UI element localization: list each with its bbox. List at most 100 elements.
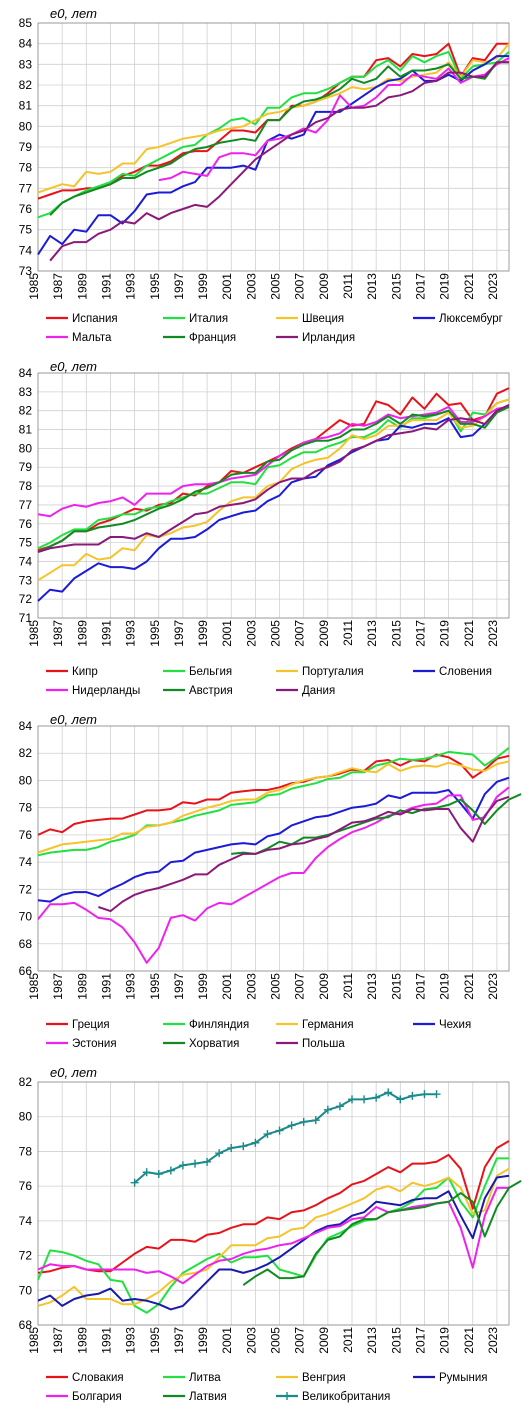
- x-tick-label: 2023: [486, 1327, 500, 1354]
- legend-item: Люксембург: [413, 313, 503, 325]
- x-tick-label: 1987: [51, 973, 65, 1000]
- series-line-3-5: [37, 786, 510, 964]
- x-tick-label: 2005: [269, 273, 283, 300]
- y-tick-label: 74: [19, 1214, 33, 1228]
- legend-label: Дания: [302, 685, 335, 697]
- series-marker: [348, 1095, 356, 1104]
- y-axis-label: e0, лет: [50, 359, 97, 374]
- y-tick-label: 72: [19, 1249, 33, 1263]
- x-tick-label: 2011: [341, 973, 355, 999]
- x-tick-label: 2013: [365, 273, 379, 300]
- x-tick-label: 1985: [27, 620, 41, 647]
- series-marker: [227, 1143, 236, 1152]
- series-line-1-4: [37, 55, 509, 256]
- y-tick-label: 80: [19, 441, 33, 455]
- series-marker: [299, 1117, 308, 1126]
- legend-label: Литва: [189, 1372, 221, 1384]
- x-tick-label: 1999: [196, 973, 210, 1000]
- series-marker: [215, 1149, 224, 1158]
- y-tick-label: 70: [19, 1283, 33, 1297]
- x-tick-label: 2015: [389, 1327, 403, 1354]
- x-tick-label: 2017: [413, 973, 427, 1000]
- y-tick-label: 78: [19, 479, 33, 493]
- y-tick-label: 84: [19, 37, 33, 51]
- x-tick-label: 2019: [438, 620, 452, 647]
- y-axis-label: e0, лет: [50, 1065, 97, 1080]
- x-tick-label: 2009: [317, 1327, 331, 1354]
- x-tick-label: 2015: [389, 620, 403, 647]
- x-tick-label: 2013: [365, 973, 379, 1000]
- series-marker: [311, 1116, 320, 1125]
- legend-label: Мальта: [72, 332, 112, 344]
- series-line-4-2: [37, 1157, 509, 1314]
- plot-frame: [37, 1081, 510, 1326]
- legend-item: Дания: [276, 685, 335, 697]
- legend-label: Венгрия: [302, 1372, 346, 1384]
- legend-item: Кипр: [46, 666, 98, 678]
- x-tick-label: 2021: [462, 1327, 476, 1354]
- y-tick-label: 75: [19, 536, 33, 550]
- legend-marker: [283, 1392, 291, 1400]
- x-tick-label: 2009: [317, 973, 331, 1000]
- legend-item: Словения: [413, 666, 492, 678]
- x-tick-label: 1995: [148, 1327, 162, 1354]
- x-tick-label: 1989: [75, 973, 89, 1000]
- x-tick-label: 1991: [99, 273, 113, 300]
- series-line-2-4: [37, 404, 510, 602]
- x-tick-label: 2021: [462, 273, 476, 300]
- series-marker: [130, 1178, 139, 1187]
- legend-item: Латвия: [163, 1391, 227, 1403]
- x-tick-label: 1989: [75, 273, 89, 300]
- y-tick-label: 75: [19, 223, 33, 237]
- series-marker: [251, 1138, 260, 1147]
- y-tick-label: 73: [19, 573, 33, 587]
- x-tick-label: 1985: [27, 273, 41, 300]
- y-tick-label: 71: [19, 611, 33, 625]
- series-marker: [191, 1159, 199, 1168]
- legend-item: Венгрия: [276, 1372, 346, 1384]
- series-line-1-5: [158, 57, 510, 182]
- legend-item: Австрия: [163, 685, 233, 697]
- y-tick-label: 80: [19, 119, 33, 133]
- legend-label: Греция: [72, 1019, 110, 1031]
- series-marker: [372, 1093, 381, 1102]
- x-tick-label: 2023: [486, 273, 500, 300]
- y-tick-label: 80: [19, 773, 33, 787]
- x-tick-label: 1987: [51, 620, 65, 647]
- x-tick-label: 2007: [293, 973, 307, 1000]
- y-tick-label: 79: [19, 140, 33, 154]
- series-marker: [287, 1121, 296, 1130]
- series-line-2-7: [37, 404, 510, 553]
- x-tick-label: 2015: [389, 973, 403, 1000]
- series-line-1-2: [37, 50, 510, 219]
- legend-item: Греция: [46, 1019, 110, 1031]
- legend-label: Словения: [439, 666, 492, 678]
- legend-label: Австрия: [189, 685, 233, 697]
- legend-label: Хорватия: [189, 1038, 239, 1050]
- series-line-2-3: [37, 398, 510, 582]
- legend-item: Бельгия: [163, 666, 232, 678]
- legend-item: Финляндия: [163, 1019, 249, 1031]
- y-tick-label: 84: [19, 719, 33, 733]
- series-line-4-6: [242, 1180, 522, 1286]
- legend-label: Ирландия: [302, 332, 355, 344]
- legend-item: Франция: [163, 332, 236, 344]
- series-marker: [408, 1091, 417, 1100]
- series-line-1-6: [49, 61, 509, 216]
- series-line-3-7: [98, 795, 510, 913]
- chart-panel-2: e0, лет 71 72 73 74 75 76 77 78 79 80 81 82 83 84 1985 1…: [19, 359, 510, 697]
- x-tick-label: 1997: [172, 620, 186, 647]
- series-marker: [263, 1130, 272, 1139]
- series-marker: [178, 1161, 187, 1170]
- y-tick-label: 76: [19, 517, 33, 531]
- legend-label: Болгария: [72, 1391, 122, 1403]
- legend-label: Люксембург: [439, 313, 503, 325]
- x-tick-label: 2001: [220, 973, 234, 1000]
- legend-label: Франция: [189, 332, 236, 344]
- series-line-1-3: [37, 43, 510, 194]
- y-tick-label: 82: [19, 404, 33, 418]
- legend-label: Польша: [302, 1038, 345, 1050]
- y-tick-label: 76: [19, 828, 33, 842]
- legend-item: Мальта: [46, 332, 112, 344]
